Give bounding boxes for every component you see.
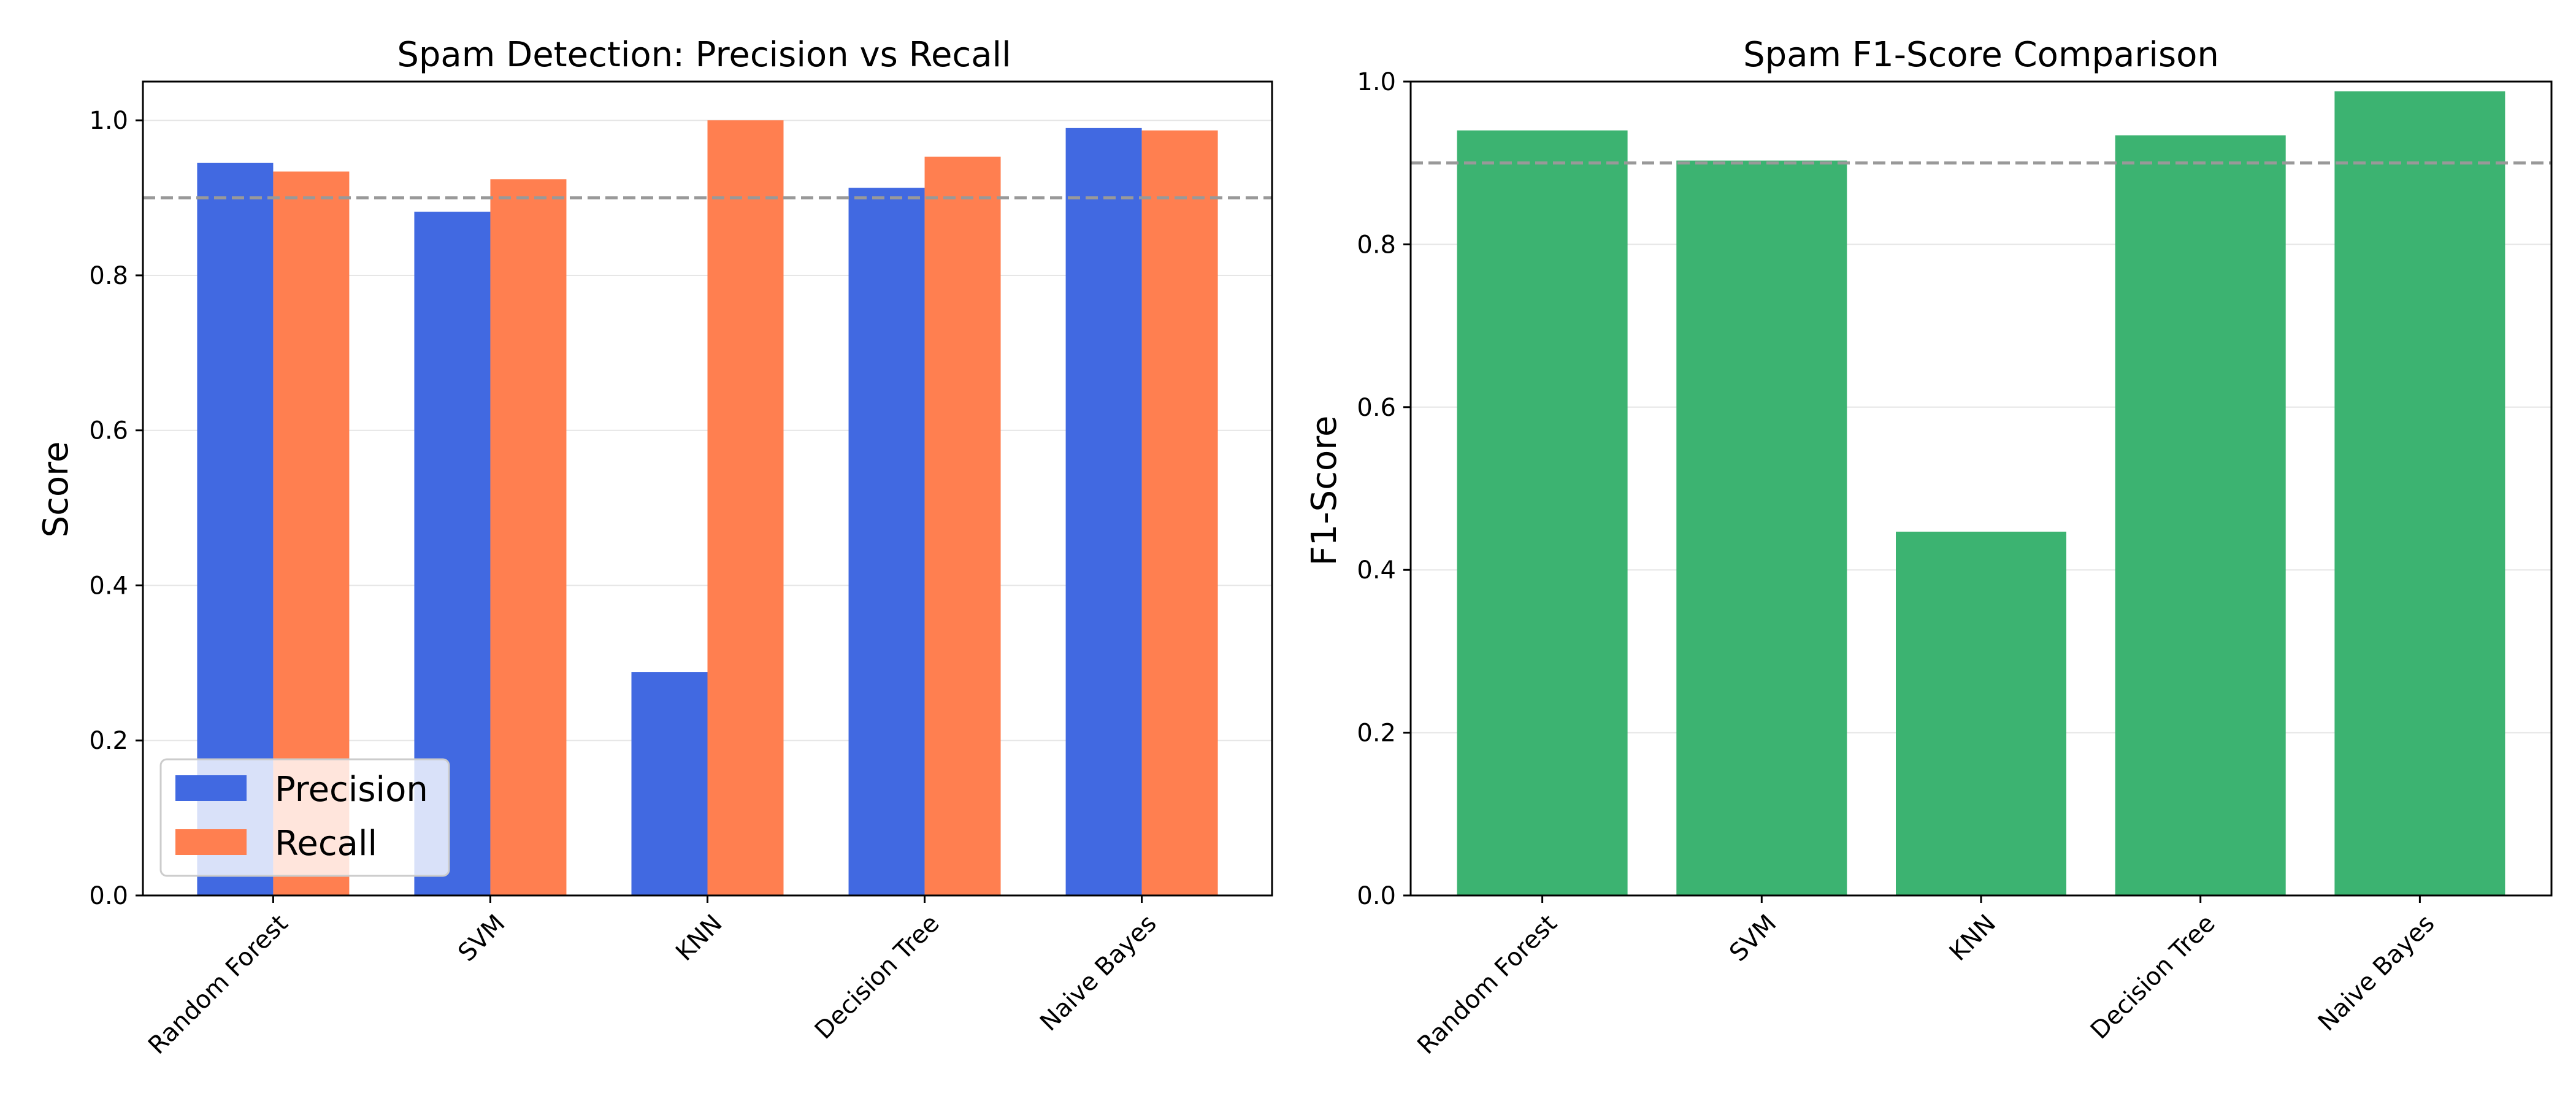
y-ticks: 0.0 0.2 0.4 0.6 0.8 1.0 [1357, 68, 1411, 910]
y-tick-label: 1.0 [1357, 68, 1396, 96]
y-tick-label: 0.2 [1357, 719, 1396, 748]
y-tick-label: 0.4 [1357, 556, 1396, 585]
bar-random-forest [1457, 130, 1628, 895]
chart-title: Spam F1-Score Comparison [1743, 35, 2219, 75]
y-tick-label: 1.0 [89, 107, 128, 135]
bar-recall-svm [490, 179, 567, 895]
y-axis-label: Score [36, 442, 76, 538]
y-tick-label: 0.6 [1357, 394, 1396, 422]
bar-naive-bayes [2334, 91, 2505, 896]
f1-score-chart: Spam F1-Score Comparison F1-Score 0.0 0.2… [1305, 35, 2553, 1060]
y-tick-label: 0.6 [89, 417, 128, 445]
bars [197, 120, 1218, 896]
bar-svm [1676, 160, 1847, 895]
legend-label-precision: Precision [275, 770, 428, 810]
legend-swatch-precision [175, 775, 247, 801]
bar-knn [1896, 531, 2066, 895]
legend-label-recall: Recall [275, 824, 377, 864]
bar-precision-naive-bayes [1065, 128, 1142, 895]
bar-decision-tree [2115, 135, 2286, 895]
y-ticks: 0.0 0.2 0.4 0.6 0.8 1.0 [89, 107, 143, 910]
y-tick-label: 0.0 [89, 882, 128, 910]
y-tick-label: 0.4 [89, 572, 128, 600]
legend[interactable]: Precision Recall [159, 758, 450, 877]
y-axis-label: F1-Score [1305, 416, 1344, 566]
y-tick-label: 0.8 [1357, 231, 1396, 259]
legend-swatch-recall [175, 829, 247, 855]
y-tick-label: 0.0 [1357, 882, 1396, 910]
bar-recall-knn [707, 120, 784, 896]
chart-title: Spam Detection: Precision vs Recall [397, 35, 1011, 75]
bars [1457, 91, 2505, 896]
bar-precision-knn [631, 672, 708, 895]
bar-recall-decision-tree [924, 156, 1001, 896]
bar-recall-naive-bayes [1141, 130, 1218, 895]
y-tick-label: 0.2 [89, 727, 128, 755]
y-tick-label: 0.8 [89, 262, 128, 290]
bar-precision-decision-tree [848, 188, 925, 896]
precision-recall-chart: Spam Detection: Precision vs Recall Scor… [36, 35, 1273, 1060]
